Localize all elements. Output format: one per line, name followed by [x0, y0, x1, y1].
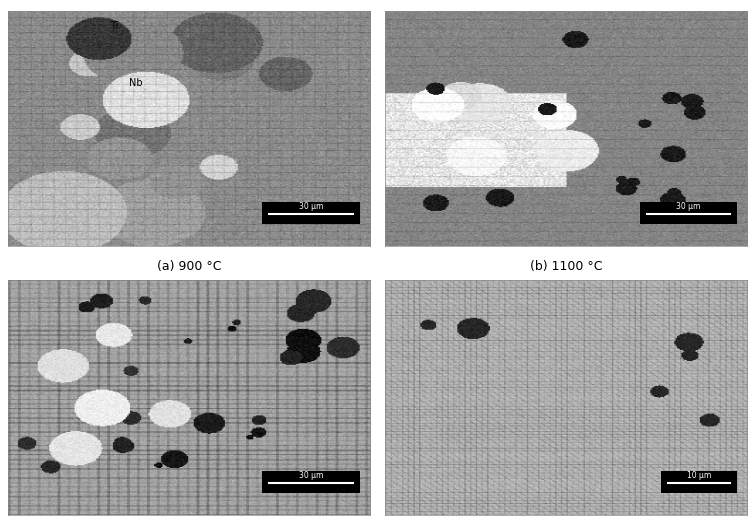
- Text: Nb: Nb: [129, 78, 143, 88]
- Text: 30 μm: 30 μm: [676, 203, 701, 211]
- Bar: [262, 471, 360, 493]
- Bar: [262, 202, 360, 224]
- Bar: [639, 202, 737, 224]
- Text: 30 μm: 30 μm: [299, 203, 323, 211]
- Text: 30 μm: 30 μm: [299, 471, 323, 480]
- Text: Ti: Ti: [110, 21, 119, 31]
- Text: (a) 900 °C: (a) 900 °C: [156, 260, 221, 272]
- Text: 10 μm: 10 μm: [687, 471, 711, 480]
- Bar: [661, 471, 737, 493]
- Text: (b) 1100 °C: (b) 1100 °C: [530, 260, 602, 272]
